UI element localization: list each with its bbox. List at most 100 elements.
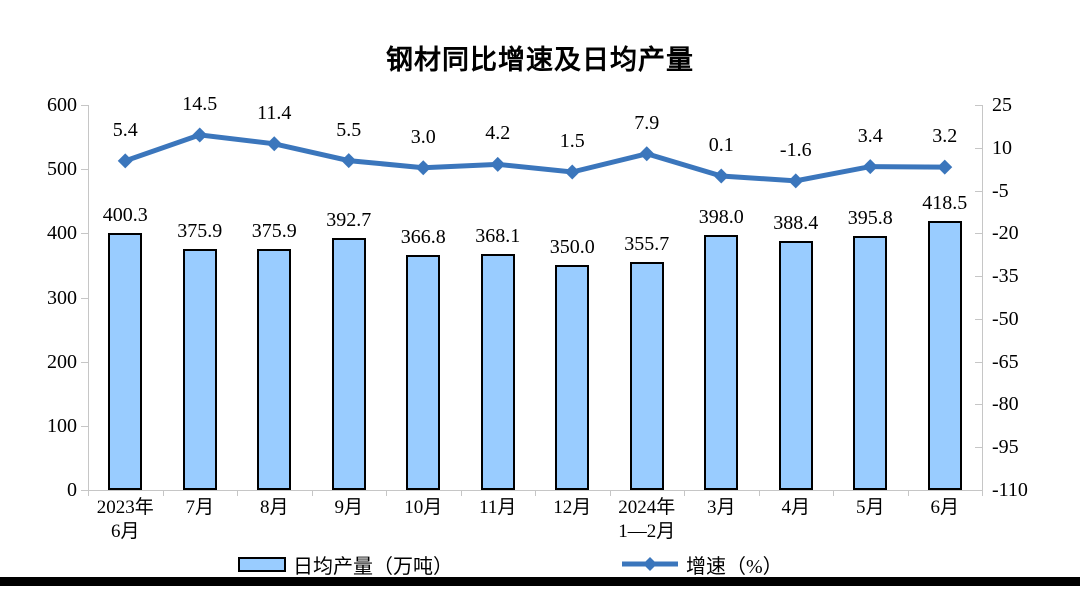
line-value-label: 1.5 [559,130,585,153]
left-axis-tick-label: 0 [67,479,77,501]
x-axis-tick [982,490,983,496]
bar-value-label: 375.9 [177,219,223,242]
left-axis-tick-label: 300 [47,286,77,309]
diamond-marker-icon [117,153,133,169]
diamond-marker-icon [490,156,506,172]
bottom-border-bar [0,577,1080,586]
x-axis-tick [907,490,909,496]
line-value-label: 3.0 [410,125,436,148]
right-axis-tick-label: 10 [992,136,1012,159]
bar [853,236,888,490]
bar-value-label: 392.7 [326,209,372,232]
line-value-label: 11.4 [257,101,292,124]
left-axis-tick-label: 200 [47,350,77,373]
diamond-marker-icon [564,164,580,180]
bar [108,233,143,490]
line-swatch-icon [622,557,678,571]
x-axis-tick [311,490,313,496]
right-axis-tick [975,447,982,449]
x-axis-tick [237,490,238,496]
diamond-marker-icon [713,168,729,184]
bar-swatch-icon [238,556,286,572]
right-axis-tick-label: -110 [992,479,1028,501]
diamond-marker-icon [266,136,282,152]
diamond-marker-icon [341,153,357,169]
left-axis-tick [81,105,88,106]
left-axis-tick [81,169,88,171]
bar-value-label: 398.0 [698,205,744,228]
x-axis-tick [460,490,462,496]
left-axis-tick [81,297,88,299]
right-axis-tick [975,490,982,491]
x-axis-category-label: 9月 [334,497,363,518]
bar [778,240,813,490]
left-axis-tick [81,361,88,363]
x-axis-tick [833,490,834,496]
left-axis-tick [81,490,88,491]
x-axis-category-label: 2023年 6月 [96,497,154,542]
left-axis-tick-label: 500 [47,158,77,181]
x-axis-category-label: 10月 [404,497,443,518]
x-axis-tick [162,490,164,496]
x-axis-category-label: 7月 [185,497,214,518]
bar [480,253,515,490]
x-axis-category-label: 4月 [781,497,810,518]
left-axis-tick [81,233,88,235]
chart-title: 钢材同比增速及日均产量 [386,45,694,76]
x-axis-category-label: 11月 [479,497,517,518]
right-axis-tick-label: -35 [992,265,1019,288]
x-axis-category-label: 6月 [930,497,959,518]
legend: 日均产量（万吨） 增速（%） [238,550,783,579]
diamond-marker-icon [862,159,878,175]
right-axis-tick [975,233,982,235]
x-axis-tick [609,490,611,496]
x-axis-tick [758,490,760,496]
right-axis-tick [975,361,982,363]
line-value-label: 7.9 [634,111,660,134]
x-axis-tick [684,490,685,496]
bar [704,234,739,490]
x-axis-category-label: 3月 [706,497,736,518]
legend-label-growth: 增速（%） [686,555,783,578]
right-axis-tick [975,318,982,320]
legend-label-production: 日均产量（万吨） [293,555,453,578]
line-value-label: 4.2 [485,122,511,145]
right-axis-tick [975,190,982,192]
right-axis-tick-label: -5 [992,179,1009,202]
line-value-label: 3.4 [857,124,883,147]
bar-value-label: 375.9 [251,219,297,242]
bar [257,248,292,490]
x-axis-category-label: 12月 [553,497,592,518]
right-axis-tick [975,276,982,278]
bar-value-label: 366.8 [400,225,446,248]
line-value-label: 0.1 [708,134,734,156]
right-axis-tick [975,147,982,149]
x-axis-tick [88,490,89,496]
diamond-marker-icon [937,159,953,175]
line-value-label: 5.5 [336,118,362,141]
diamond-marker-icon [415,160,431,176]
line-value-label: 14.5 [182,92,218,115]
legend-item-production: 日均产量（万吨） [238,550,453,579]
bar-value-label: 350.0 [549,236,595,259]
bar-value-label: 388.4 [773,211,819,234]
left-axis-tick-label: 100 [47,414,77,437]
right-axis-tick [975,404,982,406]
bar [406,254,441,490]
diamond-marker-icon [639,146,655,162]
x-axis-tick [386,490,387,496]
diamond-marker-icon [192,127,208,143]
bar-value-label: 395.8 [847,207,893,230]
right-axis-tick-label: -20 [992,222,1019,245]
bar [555,265,590,490]
left-axis-tick-label: 600 [47,94,77,116]
right-axis-tick-label: -95 [992,436,1019,459]
diamond-marker-icon [788,173,804,189]
x-axis-category-label: 8月 [259,497,289,518]
right-axis-tick-label: -80 [992,393,1019,416]
bar [927,221,962,490]
left-axis-tick [81,425,88,427]
left-axis-tick-label: 400 [47,222,77,245]
line-value-label: 5.4 [112,118,138,141]
